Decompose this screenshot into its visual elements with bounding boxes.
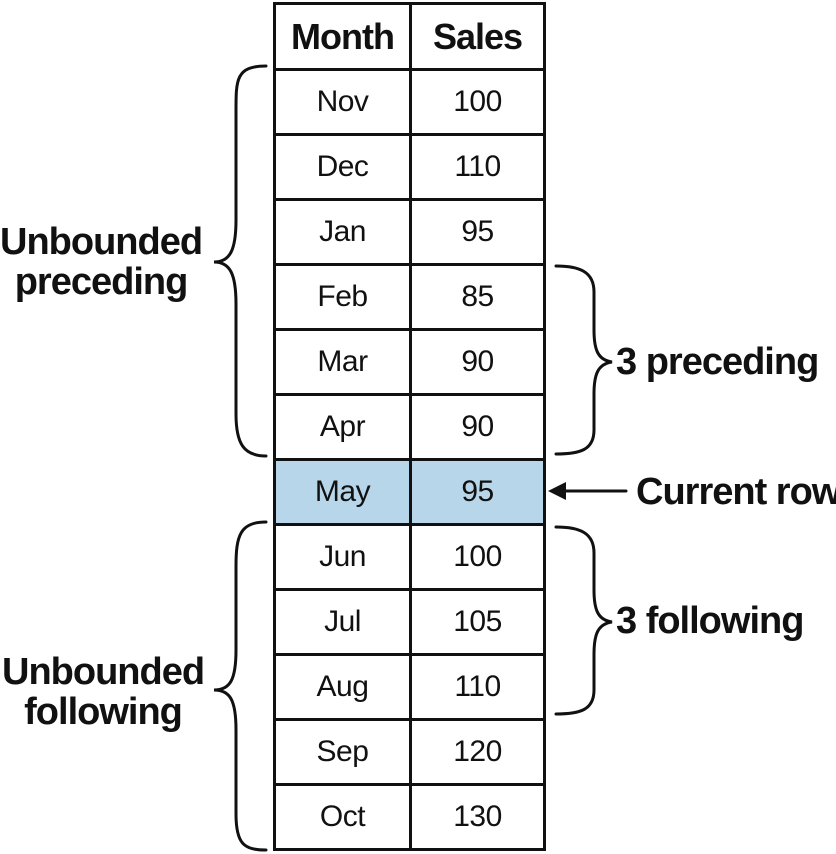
month-column-header: Month — [276, 5, 412, 68]
sales-cell: 105 — [453, 605, 502, 638]
three-following-label: 3 following — [616, 600, 804, 642]
month-cell: Mar — [276, 331, 412, 393]
sales-cell: 110 — [454, 150, 501, 183]
month-cell: Aug — [276, 656, 412, 718]
sales-table: Month Sales Nov 100 Dec 110 Jan 95 Feb 8… — [273, 2, 546, 851]
label-line: Unbounded — [0, 221, 203, 263]
sales-cell: 90 — [461, 345, 494, 378]
table-row: Jan 95 — [276, 198, 543, 263]
table-row: Oct 130 — [276, 783, 543, 848]
unbounded-following-brace — [213, 520, 268, 852]
month-cell: Dec — [276, 136, 412, 198]
sales-cell: 95 — [461, 215, 494, 248]
table-row: Jun 100 — [276, 523, 543, 588]
table-row: Aug 110 — [276, 653, 543, 718]
unbounded-following-label: Unbounded following — [2, 651, 205, 733]
unbounded-preceding-brace — [213, 64, 268, 458]
table-header-row: Month Sales — [276, 5, 543, 68]
month-cell: Nov — [276, 71, 412, 133]
month-cell: May — [276, 461, 412, 523]
month-cell: Jun — [276, 526, 412, 588]
month-cell: Oct — [276, 786, 412, 848]
current-row: May 95 — [276, 458, 543, 523]
sales-cell: 100 — [453, 85, 502, 118]
table-row: Sep 120 — [276, 718, 543, 783]
table-row: Feb 85 — [276, 263, 543, 328]
current-row-label: Current row — [636, 471, 836, 513]
current-row-arrow-head — [548, 482, 566, 500]
label-line: following — [24, 691, 183, 733]
month-cell: Jan — [276, 201, 412, 263]
unbounded-preceding-label: Unbounded preceding — [0, 221, 203, 303]
sales-cell: 95 — [412, 461, 543, 523]
table-row: Dec 110 — [276, 133, 543, 198]
table-row: Jul 105 — [276, 588, 543, 653]
sales-cell: 110 — [454, 670, 501, 703]
sales-cell: 85 — [461, 280, 494, 313]
three-preceding-brace — [554, 264, 613, 456]
month-cell: Sep — [276, 721, 412, 783]
label-line: preceding — [14, 261, 189, 303]
sales-cell: 130 — [453, 800, 502, 833]
month-cell: Jul — [276, 591, 412, 653]
three-preceding-label: 3 preceding — [616, 341, 819, 383]
table-row: Mar 90 — [276, 328, 543, 393]
month-cell: Feb — [276, 266, 412, 328]
three-following-brace — [554, 525, 613, 716]
sales-cell: 100 — [453, 540, 502, 573]
sales-cell: 90 — [461, 410, 494, 443]
label-line: Unbounded — [2, 651, 205, 693]
sales-column-header: Sales — [432, 15, 523, 57]
table-row: Apr 90 — [276, 393, 543, 458]
sales-cell: 120 — [453, 735, 502, 768]
month-cell: Apr — [276, 396, 412, 458]
table-row: Nov 100 — [276, 68, 543, 133]
